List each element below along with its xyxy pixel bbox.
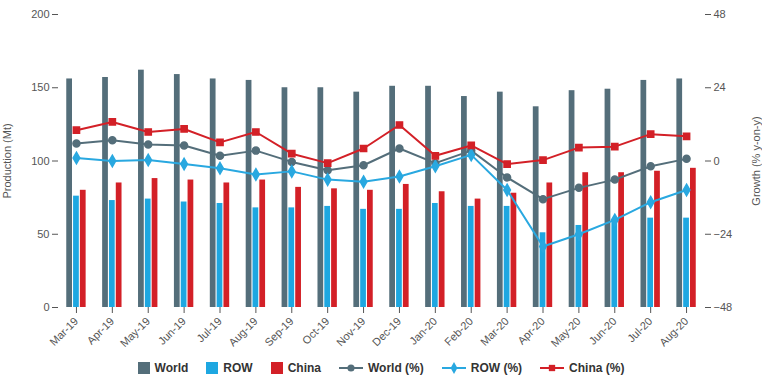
svg-text:Aug-20: Aug-20 <box>657 315 691 349</box>
svg-text:200: 200 <box>31 8 49 20</box>
svg-text:−24: −24 <box>714 228 733 240</box>
svg-text:Dec-19: Dec-19 <box>370 315 404 349</box>
svg-text:−48: −48 <box>714 301 733 313</box>
svg-text:0: 0 <box>714 155 720 167</box>
svg-text:50: 50 <box>37 228 49 240</box>
svg-text:Apr-19: Apr-19 <box>84 315 116 347</box>
svg-text:48: 48 <box>714 8 726 20</box>
svg-text:May-20: May-20 <box>548 315 582 349</box>
svg-text:May-19: May-19 <box>118 315 152 349</box>
svg-text:Jun-20: Jun-20 <box>586 315 618 347</box>
svg-text:Sep-19: Sep-19 <box>262 315 296 349</box>
svg-text:Growth (% y-on-y): Growth (% y-on-y) <box>750 116 762 205</box>
svg-text:Mar-20: Mar-20 <box>478 315 511 348</box>
svg-text:Feb-20: Feb-20 <box>442 315 475 348</box>
svg-text:100: 100 <box>31 155 49 167</box>
svg-text:Nov-19: Nov-19 <box>334 315 368 349</box>
svg-text:Mar-19: Mar-19 <box>47 315 80 348</box>
html-text:World (%): World (%) <box>368 361 424 375</box>
svg-text:Jan-20: Jan-20 <box>407 315 439 347</box>
svg-text:Production (Mt): Production (Mt) <box>1 123 13 198</box>
svg-text:Jul-19: Jul-19 <box>194 315 224 345</box>
html-text:China (%): China (%) <box>569 361 625 375</box>
html-text:ROW (%): ROW (%) <box>470 361 523 375</box>
svg-text:Jul-20: Jul-20 <box>625 315 655 345</box>
html-text:World: World <box>154 361 189 375</box>
svg-text:Oct-19: Oct-19 <box>300 315 332 347</box>
svg-text:Aug-19: Aug-19 <box>226 315 260 349</box>
html-text:ROW: ROW <box>223 361 253 375</box>
svg-text:Apr-20: Apr-20 <box>515 315 547 347</box>
svg-text:24: 24 <box>714 81 726 93</box>
svg-text:150: 150 <box>31 81 49 93</box>
svg-text:0: 0 <box>43 301 49 313</box>
svg-text:Jun-19: Jun-19 <box>156 315 188 347</box>
html-text:China: China <box>287 361 321 375</box>
